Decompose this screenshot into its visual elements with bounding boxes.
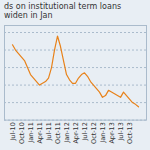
- svg-text:Jul-11: Jul-11: [45, 123, 53, 142]
- html-text:ds on institutional term loans: ds on institutional term loans widen in …: [4, 2, 122, 21]
- svg-text:Oct-13: Oct-13: [126, 123, 134, 145]
- svg-text:Oct-12: Oct-12: [90, 123, 98, 145]
- svg-text:Oct-10: Oct-10: [18, 123, 26, 145]
- svg-text:Apr-13: Apr-13: [108, 123, 116, 144]
- svg-text:Apr-12: Apr-12: [72, 123, 80, 144]
- svg-text:Jul-12: Jul-12: [81, 123, 89, 142]
- svg-text:Jan-11: Jan-11: [27, 123, 35, 145]
- svg-text:Jul-10: Jul-10: [9, 123, 17, 142]
- svg-text:Oct-11: Oct-11: [54, 123, 62, 145]
- svg-text:Jan-12: Jan-12: [63, 123, 71, 145]
- svg-text:Jul-13: Jul-13: [117, 123, 125, 142]
- svg-text:Apr-11: Apr-11: [36, 123, 44, 144]
- svg-text:Jan-13: Jan-13: [99, 123, 107, 145]
